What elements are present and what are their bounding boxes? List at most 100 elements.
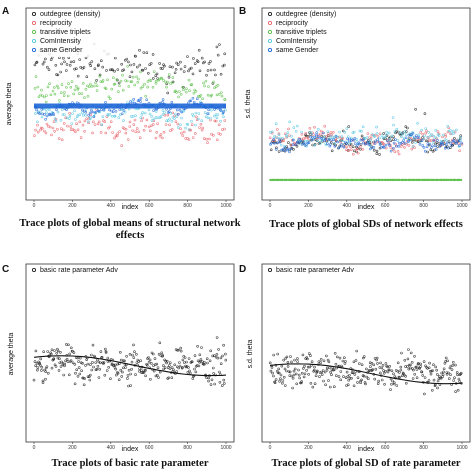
point-outdegree-density- [183,65,187,68]
point-outdegree-density- [136,65,139,69]
point-basic-rate-parameter-adv [373,377,377,381]
point-comintensity [171,115,175,119]
legend-marker [31,29,37,35]
panel-d-xtick-label: 400 [343,445,352,451]
point-outdegree-density- [109,68,112,72]
point-same-gender [421,144,425,147]
panel-c-xtick-label: 0 [33,445,36,451]
point-basic-rate-parameter-adv [320,373,324,376]
point-same-gender [330,138,334,141]
point-basic-rate-parameter-adv [330,368,334,372]
point-transitive-triplets [113,82,117,86]
point-reciprocity [39,128,42,132]
point-reciprocity [174,120,178,123]
point-comintensity [277,133,281,136]
point-outdegree-density- [166,91,169,95]
point-basic-rate-parameter-adv [389,388,392,391]
point-outdegree-density- [54,64,58,67]
point-outdegree-density- [213,68,216,72]
point-transitive-triplets [86,95,90,98]
point-same-gender [274,148,278,151]
point-basic-rate-parameter-adv [414,365,418,369]
point-basic-rate-parameter-adv [224,358,228,362]
point-basic-rate-parameter-adv [147,360,151,364]
point-comintensity [150,115,153,118]
point-basic-rate-parameter-adv [380,378,384,382]
point-reciprocity [78,120,82,124]
point-basic-rate-parameter-adv [104,347,107,351]
point-basic-rate-parameter-adv [55,351,59,355]
point-comintensity [383,136,387,139]
point-reciprocity [396,150,400,153]
point-outdegree-density- [426,150,430,154]
point-basic-rate-parameter-adv [381,363,385,367]
point-outdegree-density- [275,146,278,150]
point-same-gender [206,112,209,115]
point-comintensity [404,133,408,136]
point-comintensity [176,126,180,129]
point-basic-rate-parameter-adv [66,360,70,363]
point-comintensity [338,139,342,142]
point-same-gender [452,139,456,142]
point-transitive-triplets [166,80,169,84]
point-basic-rate-parameter-adv [418,367,422,370]
point-basic-rate-parameter-adv [205,357,209,361]
point-basic-rate-parameter-adv [92,365,95,369]
point-basic-rate-parameter-adv [317,360,321,363]
point-comintensity [44,108,48,111]
point-basic-rate-parameter-adv [105,369,109,372]
point-reciprocity [48,125,52,129]
point-same-gender [336,140,339,144]
point-comintensity [318,142,322,145]
point-reciprocity [458,149,461,153]
point-same-gender [445,141,449,145]
point-basic-rate-parameter-adv [450,368,454,371]
point-basic-rate-parameter-adv [116,362,120,366]
point-basic-rate-parameter-adv [274,378,278,381]
point-basic-rate-parameter-adv [283,367,287,371]
point-transitive-triplets [152,70,156,73]
panel-d-xlabel: index [358,446,375,453]
point-transitive-triplets [48,82,51,85]
point-basic-rate-parameter-adv [344,360,347,363]
point-same-gender [104,101,107,104]
point-basic-rate-parameter-adv [270,366,274,369]
point-basic-rate-parameter-adv [203,360,206,364]
point-outdegree-density- [59,70,63,74]
point-basic-rate-parameter-adv [122,359,125,363]
point-outdegree-density- [138,48,141,52]
point-basic-rate-parameter-adv [300,371,304,375]
point-reciprocity [53,130,56,133]
point-outdegree-density- [269,148,273,152]
point-basic-rate-parameter-adv [441,373,445,377]
point-transitive-triplets [177,95,180,99]
point-reciprocity [140,119,143,123]
point-basic-rate-parameter-adv [293,358,296,362]
point-comintensity [110,115,114,118]
point-same-gender [92,115,96,118]
panel-c-points [32,336,228,388]
point-comintensity [117,116,121,119]
point-basic-rate-parameter-adv [89,373,92,377]
point-basic-rate-parameter-adv [158,341,162,345]
point-comintensity [400,135,403,138]
point-transitive-triplets [41,94,44,98]
point-transitive-triplets [217,92,221,96]
point-comintensity [36,120,39,124]
panel-c-ylabel: average theta [8,332,15,375]
point-comintensity [200,119,203,122]
point-basic-rate-parameter-adv [432,363,435,367]
point-reciprocity [210,132,213,136]
point-basic-rate-parameter-adv [378,371,382,375]
point-basic-rate-parameter-adv [318,375,321,378]
point-transitive-triplets [46,85,50,89]
point-reciprocity [436,130,440,133]
point-basic-rate-parameter-adv [198,353,202,357]
point-basic-rate-parameter-adv [208,359,212,363]
point-basic-rate-parameter-adv [156,373,159,377]
point-same-gender [170,100,174,104]
point-outdegree-density- [301,139,305,143]
point-basic-rate-parameter-adv [127,384,130,388]
legend-label: transitive triplets [40,29,91,36]
point-outdegree-density- [292,148,295,151]
